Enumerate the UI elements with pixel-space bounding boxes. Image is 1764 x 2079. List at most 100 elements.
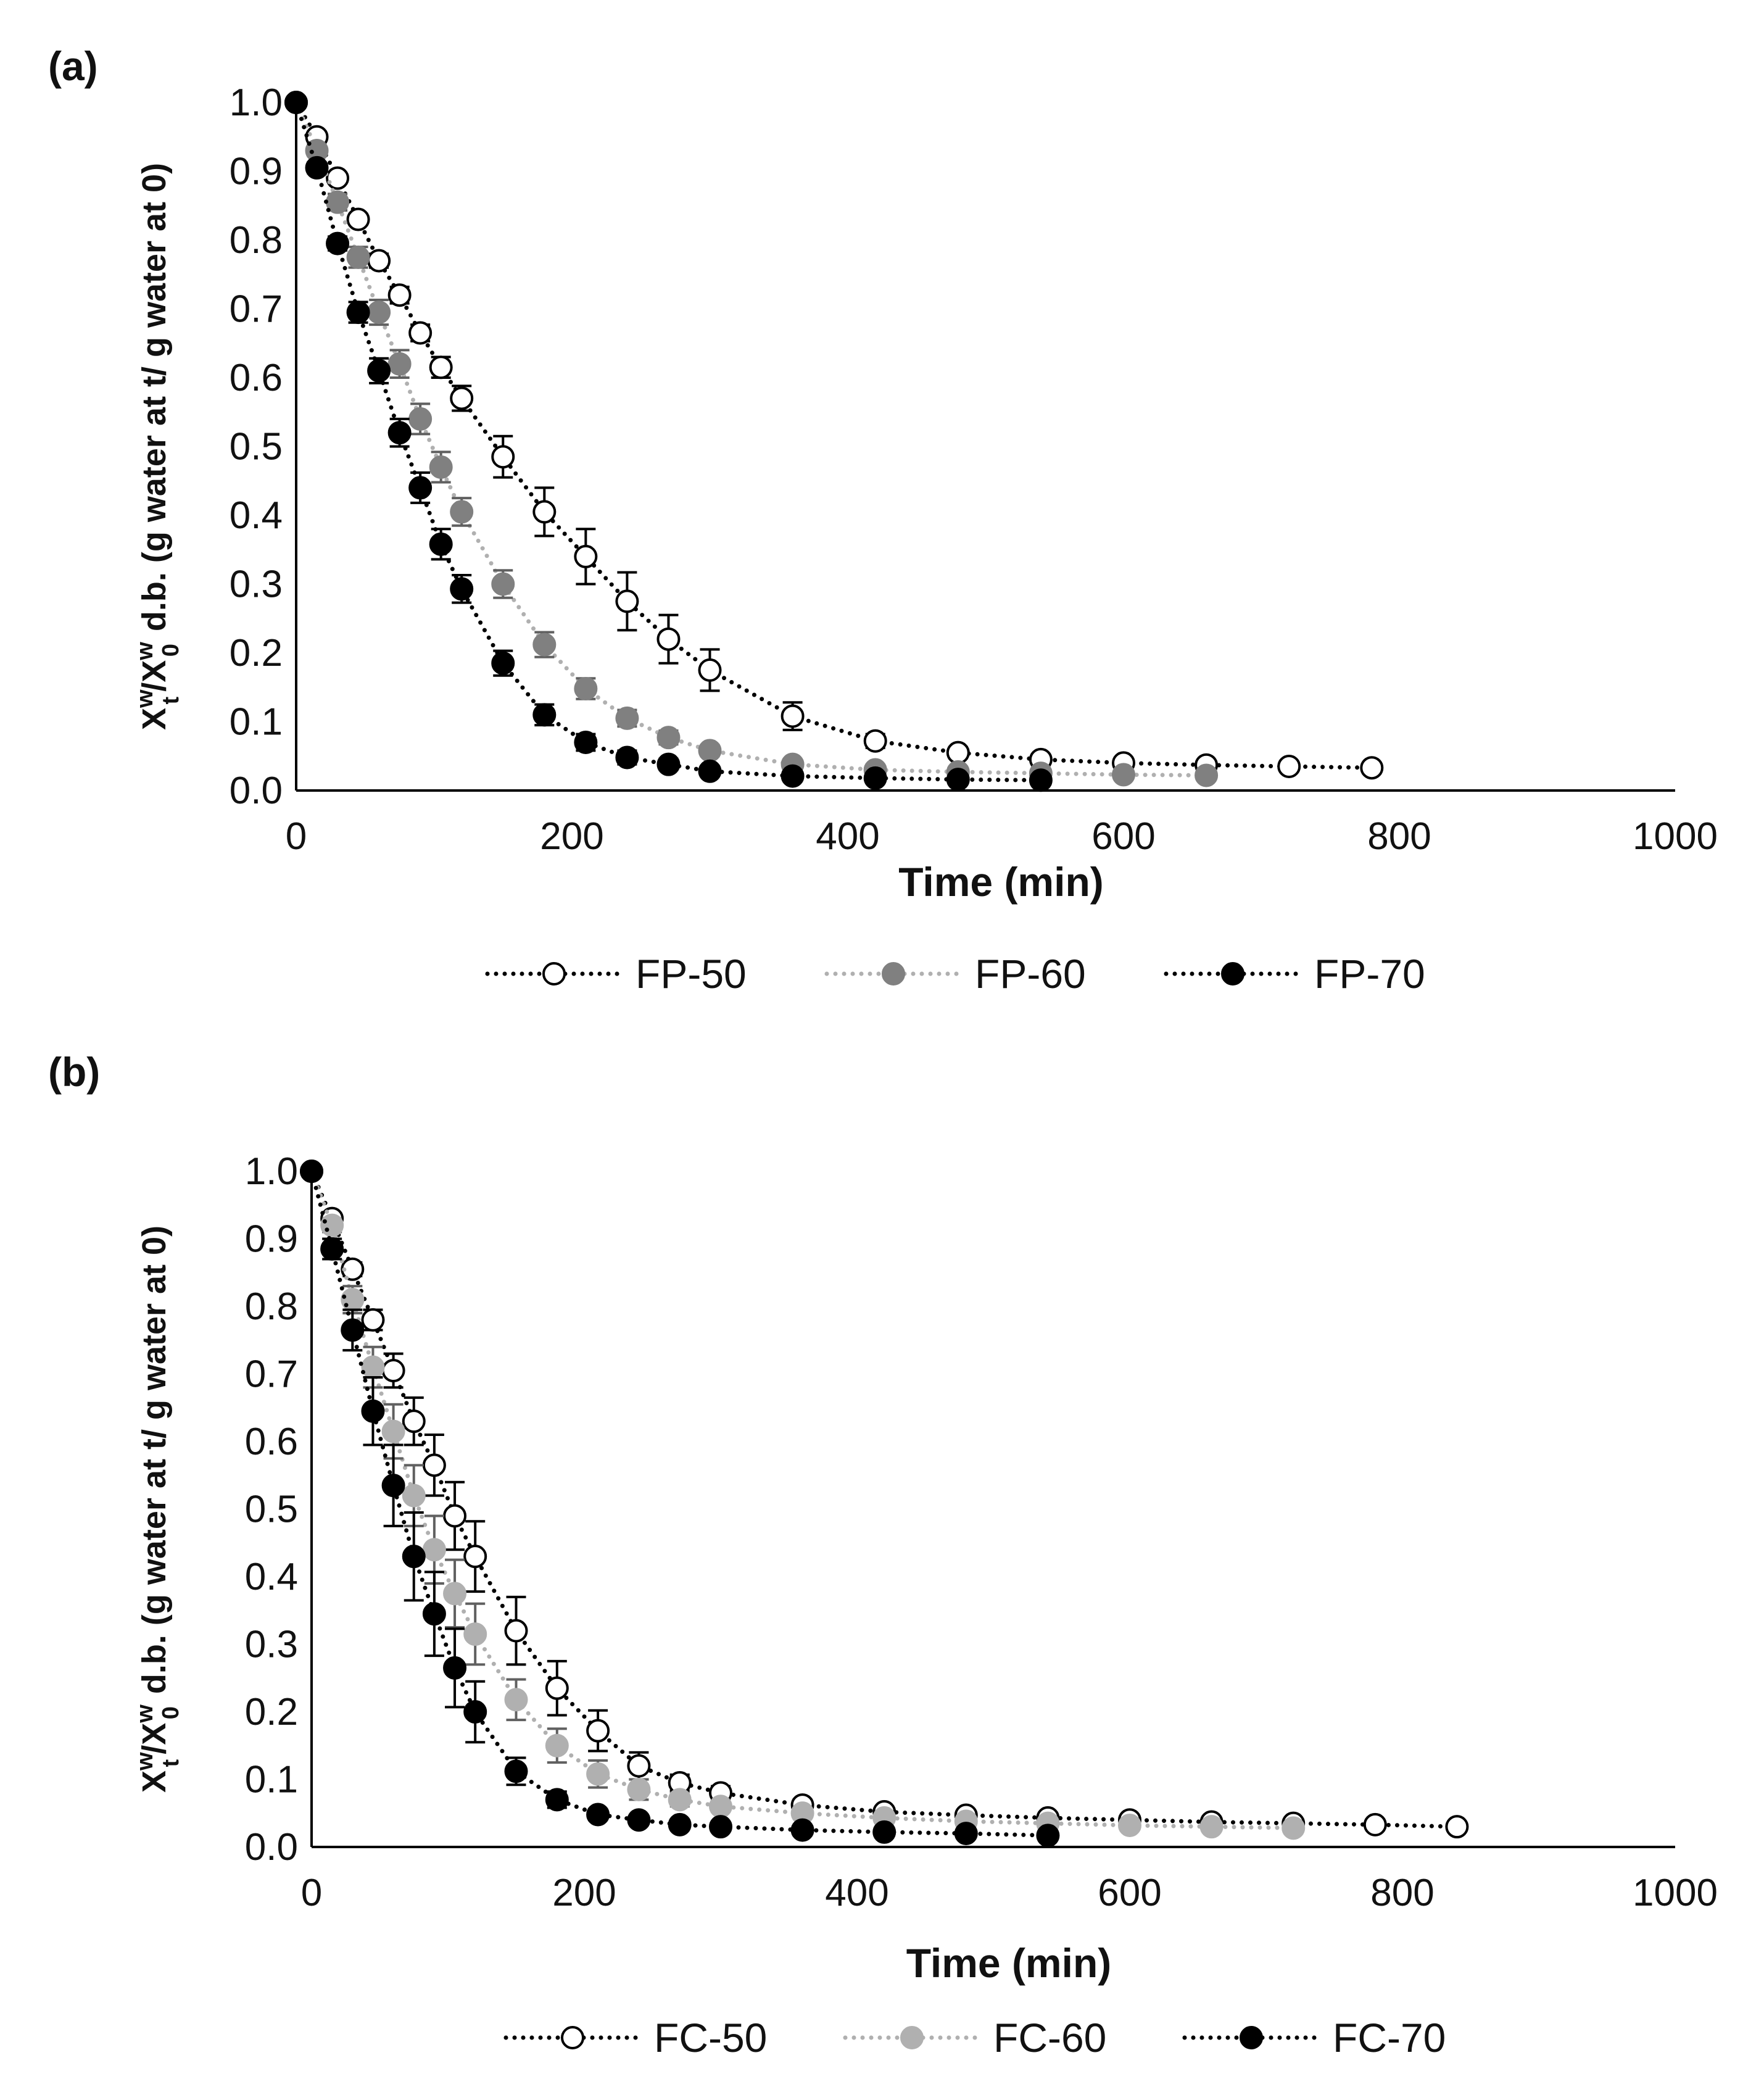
- trend-line: [309, 1169, 1459, 1829]
- y-label-sup1: w: [132, 1752, 158, 1771]
- y-label-main: X: [136, 708, 173, 730]
- x-tick-label: 400: [816, 815, 879, 858]
- x-axis-title-a: Time (min): [898, 859, 1103, 905]
- data-point: [627, 1808, 651, 1832]
- data-point: [586, 1803, 610, 1827]
- data-point: [545, 1676, 569, 1700]
- data-point: [532, 703, 557, 727]
- y-tick-label: 1.0: [245, 1150, 298, 1193]
- y-tick-label: 0.7: [245, 1353, 298, 1396]
- data-point: [422, 1538, 446, 1562]
- y-tick-label: 0.8: [245, 1285, 298, 1328]
- y-label-sup1: w: [132, 689, 158, 708]
- legend-marker: [561, 2026, 584, 2049]
- data-point: [367, 359, 391, 383]
- data-point: [946, 741, 970, 765]
- legend-item-FP-60: FP-60: [824, 951, 1086, 997]
- legend-marker: [900, 2026, 924, 2049]
- data-point: [1445, 1815, 1469, 1839]
- data-point: [346, 301, 370, 325]
- y-label-rest: d.b. (g water at t/ g water at 0): [136, 1226, 173, 1694]
- y-axis-title-b: Xwt/Xw0d.b. (g water at t/ g water at 0): [132, 1226, 184, 1793]
- data-point: [326, 166, 350, 190]
- data-point: [1036, 1824, 1060, 1848]
- data-point: [698, 739, 722, 763]
- y-tick-label: 0.5: [230, 426, 283, 468]
- data-point: [627, 1754, 651, 1778]
- panel-a-series: [284, 91, 1384, 792]
- series-FP-50: [284, 91, 1384, 780]
- y-label-rest: d.b. (g water at t/ g water at 0): [136, 163, 173, 631]
- x-tick-label: 400: [825, 1872, 888, 1914]
- data-point: [341, 1257, 365, 1281]
- x-tick-label: 200: [552, 1872, 616, 1914]
- data-point: [443, 1504, 467, 1528]
- data-point: [574, 544, 598, 568]
- data-point: [781, 764, 805, 788]
- data-point: [872, 1820, 896, 1844]
- x-tick-label: 1000: [1633, 815, 1718, 858]
- data-point: [408, 321, 433, 345]
- trend-line: [294, 100, 1043, 782]
- data-point: [402, 1545, 426, 1569]
- data-point: [320, 1213, 344, 1237]
- data-point: [615, 745, 639, 770]
- legend-marker: [1221, 962, 1244, 986]
- data-point: [320, 1237, 344, 1261]
- panel-a: (a) 0.0 0.1 0.2 0.3 0.4 0.5 0.6 0.7 0.8 0.9 1.0 0 20…: [48, 43, 1718, 997]
- x-tick-label: 0: [301, 1872, 322, 1914]
- legend-label: FP-50: [636, 951, 747, 997]
- y-tick-label: 0.6: [230, 357, 283, 399]
- data-point: [656, 752, 681, 776]
- y-label-sup2: w: [132, 1704, 158, 1724]
- legend-item-FP-70: FP-70: [1164, 951, 1425, 997]
- data-point: [422, 1602, 446, 1626]
- data-point: [863, 766, 887, 790]
- data-point: [361, 1355, 385, 1379]
- data-point: [504, 1688, 528, 1712]
- legend-item-FC-70: FC-70: [1182, 2015, 1446, 2060]
- data-point: [346, 245, 370, 269]
- data-point: [367, 301, 391, 325]
- panel-b-ticks: 0.0 0.1 0.2 0.3 0.4 0.5 0.6 0.7 0.8 0.9 1.0 0 200 400…: [245, 1150, 1718, 1914]
- y-tick-label: 0.1: [230, 701, 283, 744]
- data-point: [574, 730, 598, 754]
- data-point: [387, 283, 412, 307]
- panel-a-axes: [295, 102, 1675, 792]
- data-point: [402, 1484, 426, 1508]
- data-point: [326, 231, 350, 255]
- y-label-sup2: w: [132, 642, 158, 661]
- data-point: [361, 1308, 385, 1332]
- data-point: [387, 352, 412, 376]
- panel-b-axes: [310, 1171, 1675, 1848]
- trend-line: [309, 1169, 1296, 1830]
- series-FC-70: [300, 1160, 1060, 1848]
- data-point: [1363, 1812, 1387, 1836]
- data-point: [545, 1733, 569, 1757]
- x-tick-label: 0: [286, 815, 307, 858]
- legend-item-FC-60: FC-60: [843, 2015, 1106, 2060]
- data-point: [656, 627, 681, 651]
- y-tick-label: 0.4: [245, 1556, 298, 1598]
- legend-item-FP-50: FP-50: [485, 951, 747, 997]
- data-point: [450, 386, 474, 410]
- data-point: [709, 1795, 732, 1819]
- legend-label: FP-60: [975, 951, 1086, 997]
- x-tick-label: 600: [1098, 1872, 1161, 1914]
- data-point: [491, 651, 515, 675]
- y-tick-label: 0.3: [245, 1624, 298, 1666]
- trend-line: [294, 100, 1374, 770]
- data-point: [790, 1818, 814, 1842]
- data-point: [367, 249, 391, 273]
- data-point: [341, 1318, 365, 1342]
- y-tick-label: 0.9: [245, 1218, 298, 1261]
- panel-a-ticks: 0.0 0.1 0.2 0.3 0.4 0.5 0.6 0.7 0.8 0.9 1.0 0 200 400…: [230, 81, 1718, 858]
- y-label-sub1: t: [158, 1759, 184, 1767]
- legend-b: FC-50 FC-60 FC-70: [503, 2015, 1446, 2060]
- data-point: [586, 1719, 610, 1743]
- data-point: [429, 355, 453, 380]
- y-label-sep: /X: [136, 1723, 173, 1754]
- data-point: [656, 726, 681, 750]
- data-point: [709, 1815, 732, 1839]
- y-tick-label: 0.8: [230, 219, 283, 262]
